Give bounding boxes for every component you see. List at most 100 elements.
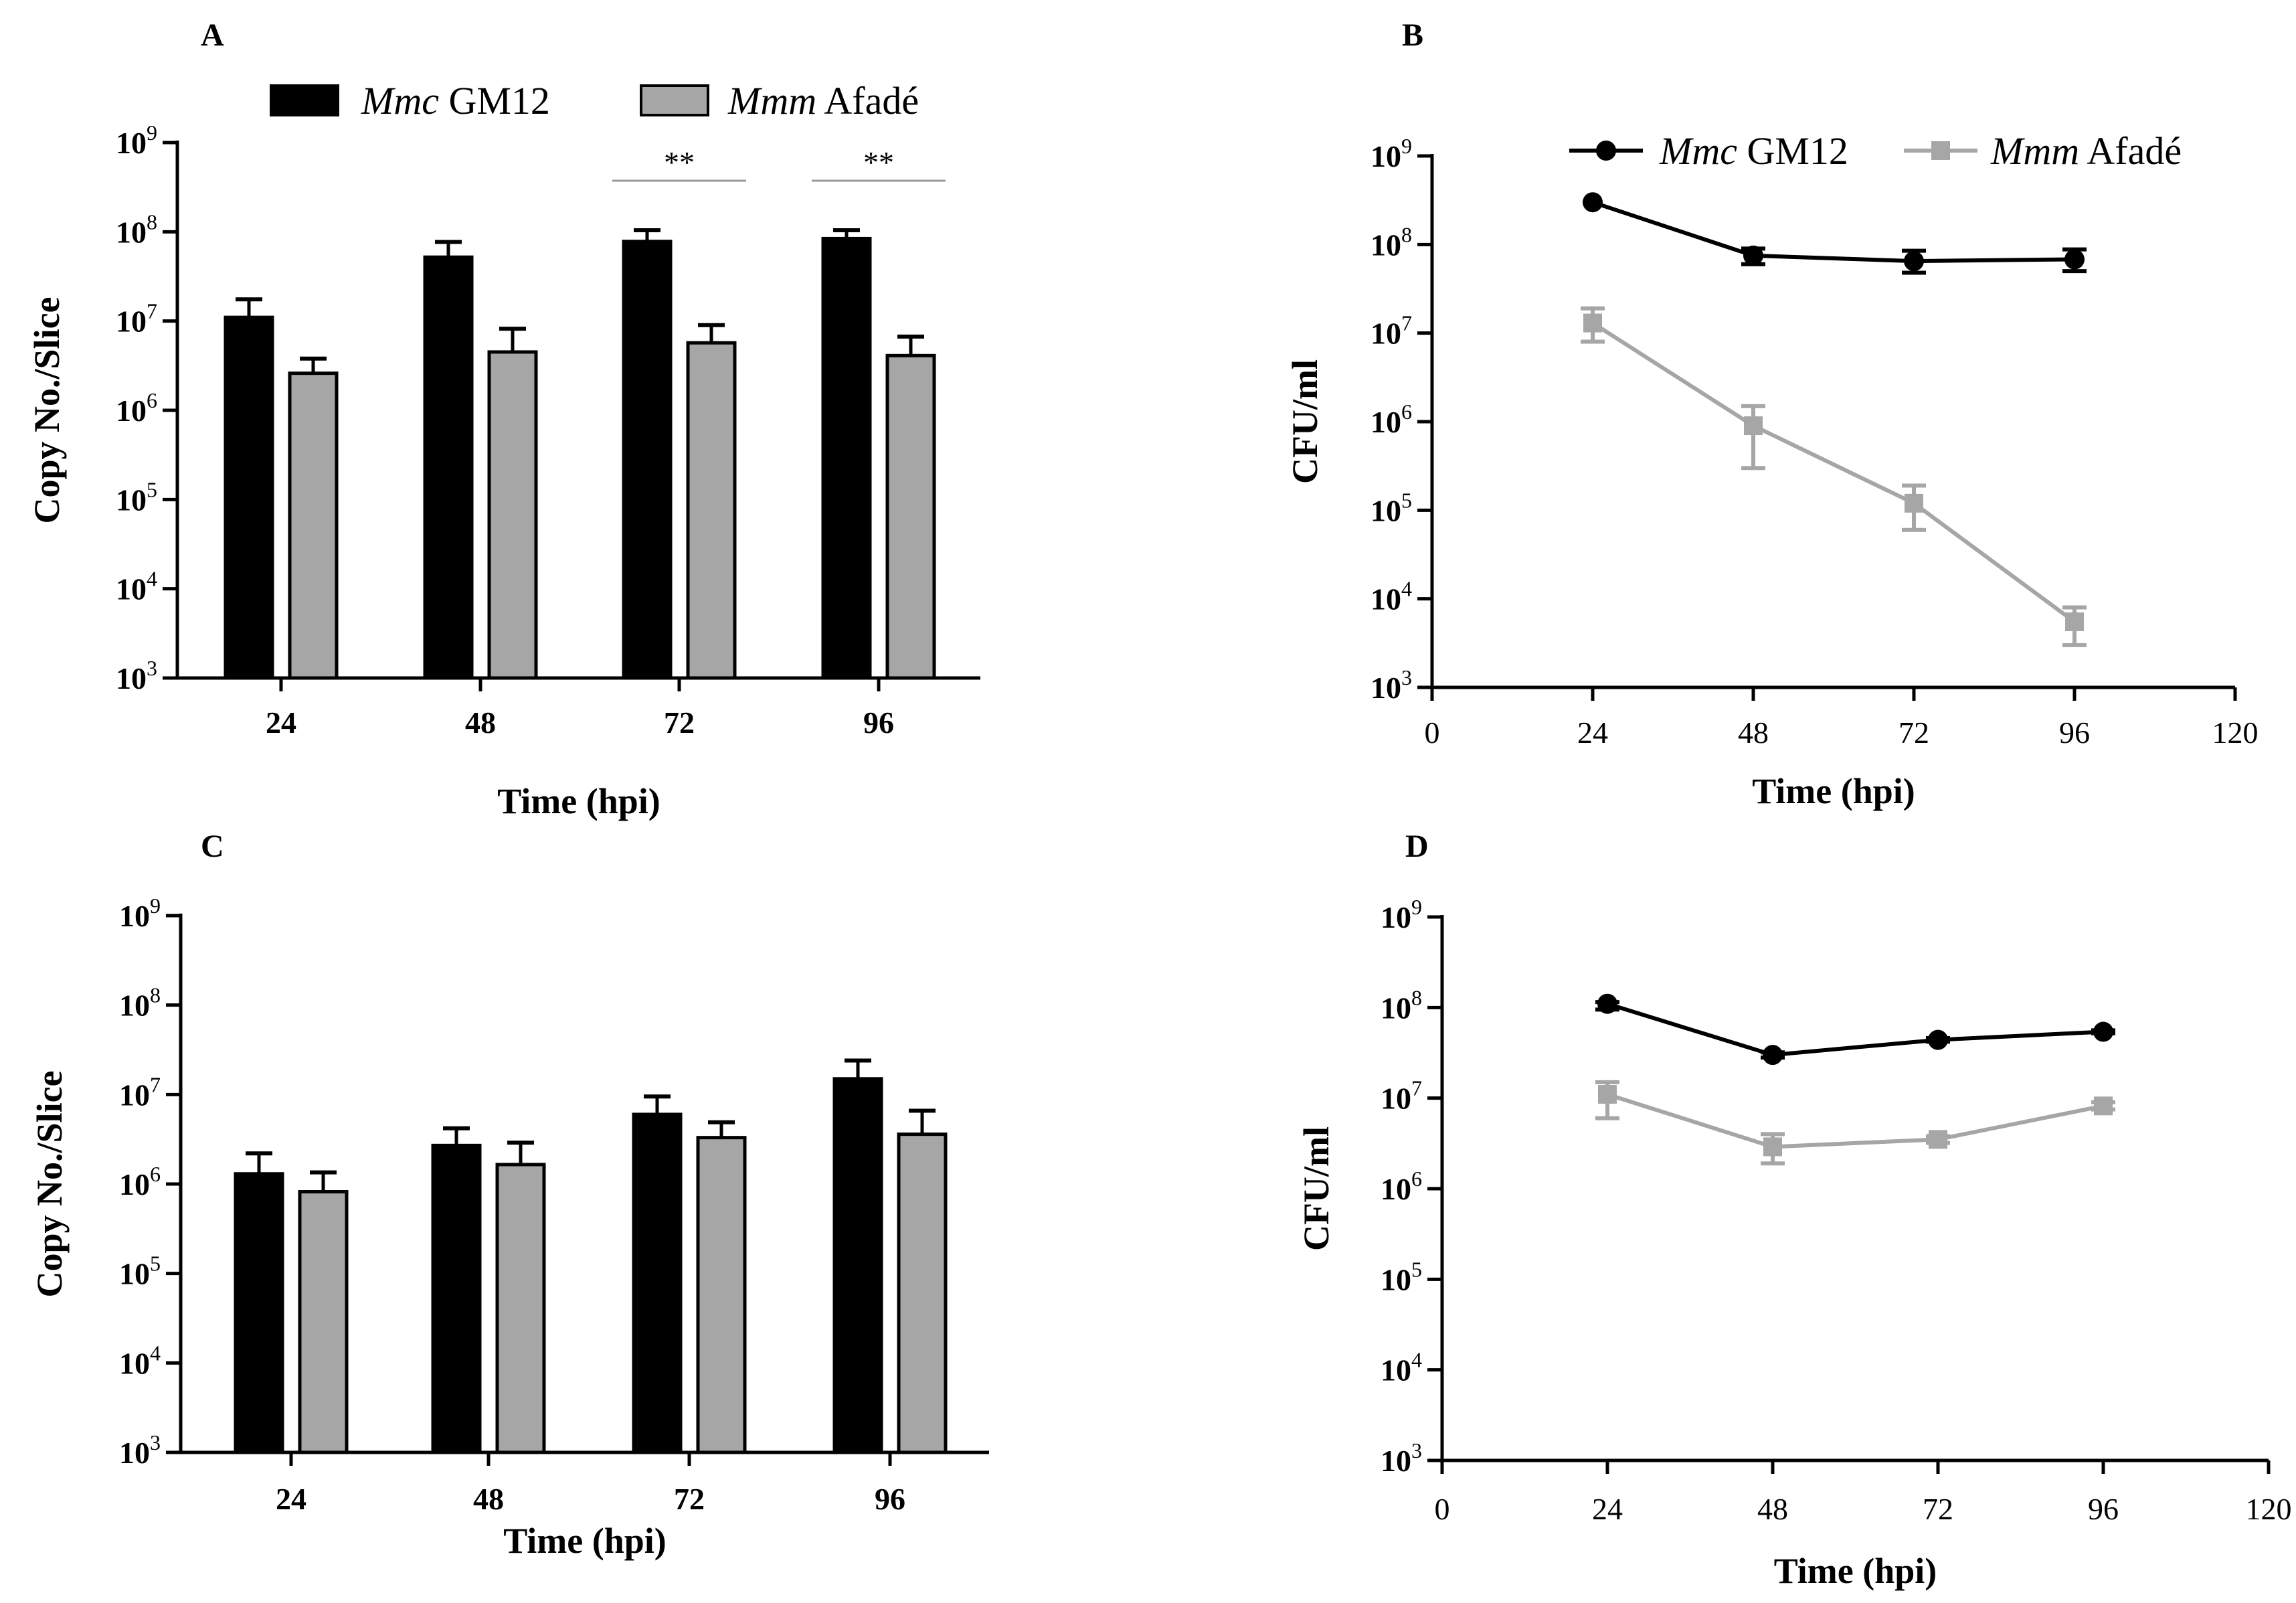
panel-a-bar-mmc-72 <box>622 240 673 680</box>
panel-d-xtick-label-72: 72 <box>1923 1492 1953 1526</box>
panel-b-ytick-label-5: 105 <box>1371 488 1412 527</box>
panel-d-ytick-label-7: 107 <box>1381 1076 1422 1116</box>
panel-a-ytick-label-7: 107 <box>116 299 157 339</box>
panel-b-point-mmc-48 <box>1743 245 1763 266</box>
panel-b-point-mmc-24 <box>1583 192 1603 213</box>
panel-a: A Copy No./Slice Time (hpi) 103 104 105 106 107… <box>27 17 980 821</box>
panel-c-ytick-label-4: 104 <box>119 1341 161 1380</box>
panel-a-xtick-label-48: 48 <box>465 705 496 740</box>
panel-b-point-mmm-96 <box>2065 612 2084 632</box>
panel-b-ytick-label-9: 109 <box>1371 134 1412 173</box>
panel-d-point-mmc-96 <box>2093 1021 2113 1042</box>
panel-a-xtick-label-24: 24 <box>266 705 296 740</box>
panel-b-xtick-label-0: 0 <box>1425 715 1440 750</box>
legend-a-label-mmm: Mmm Afadé <box>727 79 919 122</box>
panel-b-line-mmc <box>1592 200 2075 264</box>
legend-a-swatch-mmm <box>640 84 709 116</box>
panel-c-bar-mmc-24 <box>234 1172 284 1454</box>
panel-a-bar-mmc-96 <box>821 236 872 680</box>
panel-b-letter: B <box>1402 17 1423 53</box>
panel-b: B CFU/ml Time (hpi) 103 104 105 106 107 108 109 0 2… <box>1285 17 2259 811</box>
panel-a-xtick-label-96: 96 <box>863 705 894 740</box>
panel-b-ylabel: CFU/ml <box>1285 359 1325 484</box>
panel-d-letter: D <box>1405 829 1429 864</box>
panel-b-xtick-label-48: 48 <box>1738 715 1769 750</box>
panel-d-line-mmm <box>1607 1092 2104 1149</box>
panel-c-bar-mmc-48 <box>431 1143 482 1454</box>
panel-a-letter: A <box>201 17 224 53</box>
panel-c-xlabel: Time (hpi) <box>503 1521 667 1561</box>
panel-c-xtick-label-96: 96 <box>875 1482 905 1516</box>
panel-c-ytick-label-8: 108 <box>119 983 161 1023</box>
panel-d-xtick-label-48: 48 <box>1757 1492 1788 1526</box>
panel-c-xtick-label-48: 48 <box>473 1482 504 1516</box>
legend-a-swatch-mmc <box>270 84 339 116</box>
panel-a-ytick-label-4: 104 <box>116 567 157 606</box>
panel-c-letter: C <box>201 829 224 864</box>
panel-a-ytick-label-8: 108 <box>116 209 157 249</box>
panel-a-bar-mmm-48 <box>487 350 538 680</box>
panel-b-point-mmm-72 <box>1905 493 1923 513</box>
panel-a-ytick-label-3: 103 <box>116 656 157 695</box>
legend-a-label-mmc: Mmc GM12 <box>361 79 550 122</box>
legend-b: Mmc GM12 Mmm Afadé <box>1569 129 2182 173</box>
panel-d-ytick-label-9: 109 <box>1381 895 1422 934</box>
panel-d-ytick-label-5: 105 <box>1381 1257 1422 1296</box>
panel-b-ytick-label-8: 108 <box>1371 222 1412 262</box>
panel-c-ylabel: Copy No./Slice <box>29 1070 70 1297</box>
panel-c-ytick-label-5: 105 <box>119 1252 161 1291</box>
panel-b-xtick-label-120: 120 <box>2212 715 2259 750</box>
legend-b-label-mmm: Mmm Afadé <box>1990 129 2182 173</box>
panel-d-xtick-label-120: 120 <box>2246 1492 2292 1526</box>
panel-c-xtick-label-24: 24 <box>276 1482 306 1516</box>
panel-c-bar-mmm-96 <box>897 1132 948 1454</box>
panel-a-bar-mmm-24 <box>288 371 339 680</box>
panel-c-ytick-label-9: 109 <box>119 894 161 933</box>
panel-b-ytick-label-6: 106 <box>1371 400 1412 439</box>
panel-b-ytick-label-3: 103 <box>1371 665 1412 705</box>
panel-b-xtick-label-24: 24 <box>1577 715 1608 750</box>
panel-d-point-mmm-48 <box>1763 1137 1782 1157</box>
legend-a: Mmc GM12 Mmm Afadé <box>270 79 919 122</box>
panel-b-point-mmm-24 <box>1583 313 1602 333</box>
panel-a-xtick-label-72: 72 <box>664 705 695 740</box>
panel-d-ytick-label-8: 108 <box>1381 985 1422 1025</box>
panel-c-bar-mmm-24 <box>298 1190 349 1454</box>
panel-d-point-mmm-24 <box>1598 1085 1617 1104</box>
panel-a-bar-mmc-48 <box>423 255 474 680</box>
panel-d-point-mmm-72 <box>1929 1130 1947 1149</box>
panel-b-ytick-label-7: 107 <box>1371 311 1412 351</box>
panel-d-xtick-label-96: 96 <box>2088 1492 2119 1526</box>
panel-a-ytick-label-5: 105 <box>116 477 157 517</box>
panel-b-ytick-label-4: 104 <box>1371 577 1412 616</box>
panel-d-point-mmc-48 <box>1763 1045 1783 1066</box>
panel-d-ytick-label-3: 103 <box>1381 1438 1422 1478</box>
panel-a-bar-mmm-72 <box>686 341 737 680</box>
panel-a-bar-mmm-96 <box>885 353 936 680</box>
panel-d-xtick-label-24: 24 <box>1592 1492 1623 1526</box>
panel-d: D CFU/ml Time (hpi) 103 104 105 106 107 108 109 0 2… <box>1296 829 2292 1591</box>
legend-b-marker-mmc <box>1596 141 1616 161</box>
panel-b-xtick-label-72: 72 <box>1898 715 1929 750</box>
panel-b-line-mmm <box>1591 321 2076 624</box>
panel-d-point-mmm-96 <box>2094 1096 2113 1116</box>
panel-b-xtick-label-96: 96 <box>2059 715 2090 750</box>
panel-a-ytick-label-6: 106 <box>116 388 157 428</box>
panel-b-xlabel: Time (hpi) <box>1752 771 1915 811</box>
panel-c-bar-mmm-72 <box>696 1136 747 1454</box>
panel-d-point-mmc-72 <box>1928 1029 1948 1050</box>
panel-c-ytick-label-6: 106 <box>119 1162 161 1201</box>
panel-b-point-mmm-48 <box>1744 416 1763 436</box>
legend-b-marker-mmm <box>1931 141 1950 160</box>
panel-d-ytick-label-4: 104 <box>1381 1348 1422 1387</box>
panel-c-bar-mmc-96 <box>832 1077 883 1454</box>
panel-a-ylabel: Copy No./Slice <box>27 297 67 523</box>
panel-d-line-mmc <box>1607 1001 2104 1058</box>
panel-d-xlabel: Time (hpi) <box>1774 1551 1937 1591</box>
panel-b-point-mmc-96 <box>2064 249 2085 270</box>
panel-c-ytick-label-3: 103 <box>119 1430 161 1470</box>
panel-a-xlabel: Time (hpi) <box>497 781 660 821</box>
panel-c-bar-mmm-48 <box>495 1163 546 1454</box>
panel-c-ytick-label-7: 107 <box>119 1072 161 1112</box>
